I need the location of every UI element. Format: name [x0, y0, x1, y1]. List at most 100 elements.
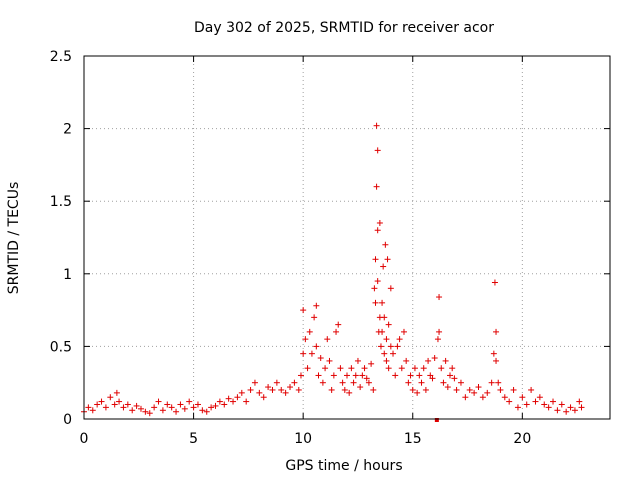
data-point: [295, 386, 302, 393]
data-point: [545, 404, 552, 411]
data-point: [493, 328, 500, 335]
chart-title: Day 302 of 2025, SRMTID for receiver aco…: [194, 20, 494, 36]
data-point: [466, 386, 473, 393]
data-point: [326, 357, 333, 364]
data-point: [354, 357, 361, 364]
x-tick-label: 10: [294, 431, 312, 447]
data-point: [113, 389, 120, 396]
data-point: [234, 394, 241, 401]
data-point: [337, 365, 344, 372]
x-tick-label: 0: [80, 431, 89, 447]
data-point: [203, 408, 210, 415]
data-point: [111, 401, 118, 408]
data-point: [133, 402, 140, 409]
data-point: [265, 384, 272, 391]
data-point: [495, 379, 502, 386]
x-tick-label: 5: [189, 431, 198, 447]
y-tick-label: 0: [63, 412, 72, 428]
data-point: [230, 398, 237, 405]
data-point: [514, 404, 521, 411]
data-point: [385, 365, 392, 372]
data-point: [300, 307, 307, 314]
y-tick-label: 2: [63, 122, 72, 138]
data-point: [212, 402, 219, 409]
data-point: [348, 365, 355, 372]
data-point: [383, 336, 390, 343]
data-point: [269, 386, 276, 393]
data-point: [278, 386, 285, 393]
data-point: [488, 379, 495, 386]
data-point: [384, 256, 391, 263]
tick-marks: [83, 55, 610, 420]
data-point: [361, 365, 368, 372]
data-point: [339, 379, 346, 386]
grid-lines: [84, 56, 610, 419]
data-point: [379, 299, 386, 306]
data-point: [434, 336, 441, 343]
data-point: [377, 343, 384, 350]
data-point: [159, 407, 166, 414]
data-point: [414, 389, 421, 396]
data-point: [359, 372, 366, 379]
data-point: [199, 407, 206, 414]
data-point: [142, 408, 149, 415]
data-point: [532, 398, 539, 405]
data-point: [449, 365, 456, 372]
data-point: [107, 394, 114, 401]
data-point: [436, 294, 443, 301]
data-point: [372, 256, 379, 263]
data-point: [536, 394, 543, 401]
data-point: [429, 375, 436, 382]
data-point: [85, 404, 92, 411]
data-point: [563, 408, 570, 415]
data-point: [491, 279, 498, 286]
data-point: [168, 404, 175, 411]
data-point: [403, 357, 410, 364]
data-point: [431, 355, 438, 362]
data-point: [371, 285, 378, 292]
data-point: [479, 394, 486, 401]
data-point: [155, 398, 162, 405]
data-point: [319, 379, 326, 386]
y-tick-label: 1: [63, 267, 72, 283]
x-axis-label: GPS time / hours: [285, 458, 402, 474]
data-point: [447, 372, 454, 379]
data-point: [381, 350, 388, 357]
data-point: [471, 389, 478, 396]
data-point: [89, 407, 96, 414]
data-point: [247, 386, 254, 393]
data-point: [475, 384, 482, 391]
data-point: [291, 379, 298, 386]
data-point: [341, 386, 348, 393]
data-point: [287, 384, 294, 391]
data-point: [365, 379, 372, 386]
data-point: [387, 285, 394, 292]
y-tick-label: 2.5: [50, 49, 72, 65]
data-point: [311, 314, 318, 321]
x-tick-labels: 0 5 10 15 20: [80, 431, 532, 447]
data-point: [390, 350, 397, 357]
data-point: [260, 394, 267, 401]
data-point: [385, 321, 392, 328]
data-point: [416, 372, 423, 379]
data-point: [124, 401, 131, 408]
data-point: [409, 386, 416, 393]
data-point: [436, 328, 443, 335]
data-point: [116, 398, 123, 405]
data-point: [541, 401, 548, 408]
data-point: [333, 328, 340, 335]
data-point: [372, 299, 379, 306]
data-point: [344, 372, 350, 379]
data-point: [317, 355, 324, 362]
data-point: [181, 405, 188, 412]
data-points: [81, 122, 585, 422]
data-point: [400, 328, 407, 335]
x-tick-label: 15: [404, 431, 422, 447]
data-point: [208, 404, 215, 411]
data-point: [346, 389, 353, 396]
data-point: [173, 408, 180, 415]
data-point: [523, 401, 530, 408]
data-point: [238, 389, 245, 396]
data-point: [306, 328, 313, 335]
data-point: [94, 401, 101, 408]
